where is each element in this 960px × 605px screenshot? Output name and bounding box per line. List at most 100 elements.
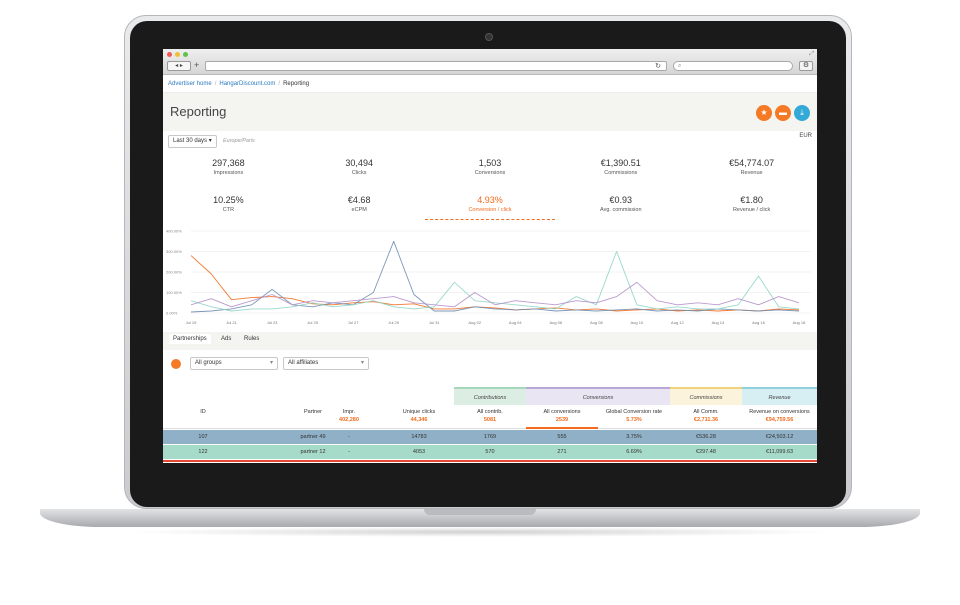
metric-revenue-per-click[interactable]: €1.80 Revenue / click <box>686 195 817 213</box>
metric-impressions[interactable]: 297,368 Impressions <box>163 158 294 176</box>
favorite-button[interactable]: ★ <box>756 105 772 121</box>
cell-all-contrib: 570 <box>485 449 495 455</box>
table-header: ID Partner Impr. 402,280 Unique clicks 44,… <box>163 407 817 429</box>
laptop-base <box>40 509 920 527</box>
gear-icon[interactable]: ⚙ <box>799 61 813 71</box>
metric-ctr[interactable]: 10.25% CTR <box>163 195 294 213</box>
metric-commissions[interactable]: €1,390.51 Commissions <box>555 158 686 176</box>
y-tick-label: 300.00% <box>166 249 182 254</box>
tab-rules[interactable]: Rules <box>244 336 260 342</box>
breadcrumb-separator: / <box>278 81 281 87</box>
cell-conversion-rate: 6.69% <box>626 449 642 455</box>
tab-ads[interactable]: Ads <box>221 336 232 342</box>
x-tick-label: Jul 19 <box>186 320 197 325</box>
x-tick-label: Aug 18 <box>793 320 806 325</box>
tab-bar: Partnerships Ads Rules <box>163 332 817 350</box>
minimize-window-icon[interactable] <box>175 52 180 57</box>
breadcrumb-home-link[interactable]: Advertiser home <box>168 81 212 87</box>
zoom-window-icon[interactable] <box>183 52 188 57</box>
metric-conversions[interactable]: 1,503 Conversions <box>425 158 556 176</box>
cell-conversion-rate: 3.75% <box>626 434 642 440</box>
x-tick-label: Aug 16 <box>752 320 765 325</box>
browser-search-field[interactable]: ⌕ <box>673 61 793 71</box>
metric-value: 30,494 <box>345 158 373 168</box>
group-select-value: All groups <box>195 360 222 366</box>
download-button[interactable]: ⤓ <box>794 105 810 121</box>
metric-label: Commissions <box>604 170 638 176</box>
metric-ecpm[interactable]: €4.68 eCPM <box>294 195 425 213</box>
chart-svg: 400.00% 300.00% 200.00% 100.00% 0.00% Jul 19 J… <box>166 229 811 325</box>
metric-clicks[interactable]: 30,494 Clicks <box>294 158 425 176</box>
cell-unique-clicks: 4053 <box>412 449 426 455</box>
x-tick-label: Aug 02 <box>468 320 481 325</box>
page-title: Reporting <box>170 104 227 119</box>
metric-label: Clicks <box>351 170 367 176</box>
x-tick-label: Aug 04 <box>509 320 522 325</box>
metric-label: Impressions <box>213 170 244 176</box>
table-bottom-rule <box>163 460 817 462</box>
column-header-unique-clicks[interactable]: Unique clicks 44,346 <box>383 409 455 423</box>
metric-conversion-per-click[interactable]: 4.93% Conversion / click <box>425 195 556 213</box>
x-tick-label: Jul 21 <box>226 320 237 325</box>
settings-gear-icon[interactable] <box>171 359 181 369</box>
metric-label: CTR <box>222 207 235 213</box>
address-bar[interactable]: ↻ <box>205 61 667 71</box>
group-header-revenue: Revenue <box>742 387 817 405</box>
column-header-id[interactable]: ID <box>163 409 243 415</box>
metric-value: 10.25% <box>213 195 244 205</box>
affiliate-select-value: All affiliates <box>288 360 319 366</box>
metric-value: €4.68 <box>347 195 371 205</box>
filter-row: Last 30 days ▾ Europe/Paris EUR <box>163 131 817 149</box>
fullscreen-icon[interactable]: ⤢ <box>809 51 814 57</box>
metric-value: 1,503 <box>478 158 502 168</box>
cell-partner[interactable]: partner 49 <box>300 434 326 440</box>
metric-avg-commission[interactable]: €0.93 Avg. commission <box>555 195 686 213</box>
affiliate-select[interactable]: All affiliates ▾ <box>283 357 369 370</box>
close-window-icon[interactable] <box>167 52 172 57</box>
chevron-down-icon: ▾ <box>269 360 273 366</box>
column-header-global-conversion-rate[interactable]: Global Conversion rate 5.73% <box>598 409 670 423</box>
metric-revenue[interactable]: €54,774.07 Revenue <box>686 158 817 176</box>
cell-partner[interactable]: partner 12 <box>300 449 326 455</box>
column-header-revenue-on-conversions[interactable]: Revenue on conversions €94,759.56 <box>742 409 817 423</box>
series-line-4 <box>190 281 800 308</box>
x-tick-label: Aug 10 <box>631 320 644 325</box>
y-tick-label: 0.00% <box>166 311 178 316</box>
camera-icon <box>485 33 493 41</box>
currency-label: EUR <box>799 133 812 139</box>
column-header-partner[interactable]: Partner <box>243 409 383 415</box>
tab-partnerships[interactable]: Partnerships <box>169 334 211 344</box>
cell-revenue: €24,503.12 <box>765 434 794 440</box>
active-metric-indicator <box>425 219 555 220</box>
new-tab-icon[interactable]: + <box>194 60 200 70</box>
date-range-select[interactable]: Last 30 days ▾ <box>168 135 217 148</box>
cell-all-conversions: 271 <box>557 449 567 455</box>
column-header-label: All contrib. <box>477 409 503 415</box>
breadcrumb-site-link[interactable]: HangarDiscount.com <box>219 81 276 87</box>
metric-label: Revenue / click <box>732 207 771 213</box>
x-tick-label: Aug 12 <box>671 320 684 325</box>
table-row[interactable]: 107 partner 49 - 14783 1769 555 3.75% €5… <box>163 430 817 444</box>
column-header-all-conversions[interactable]: All conversions 2539 <box>526 409 598 429</box>
group-header-contributions: Contributions <box>454 387 526 405</box>
metric-label: Avg. commission <box>600 207 642 213</box>
x-tick-label: Jul 27 <box>348 320 359 325</box>
cell-id: 122 <box>198 449 208 455</box>
group-select[interactable]: All groups ▾ <box>190 357 278 370</box>
reload-icon[interactable]: ↻ <box>655 63 661 70</box>
column-header-all-contrib[interactable]: All contrib. 5081 <box>454 409 526 423</box>
cell-all-comm: €536.28 <box>696 434 716 440</box>
column-header-all-comm[interactable]: All Comm. €2,711.36 <box>670 409 742 423</box>
folder-button[interactable]: ▬ <box>775 105 791 121</box>
metric-value: €54,774.07 <box>729 158 775 168</box>
date-range-label: Last 30 days <box>173 138 208 144</box>
column-total: €2,711.36 <box>693 417 719 423</box>
breadcrumb: Advertiser home / HangarDiscount.com / Repor… <box>163 75 817 93</box>
cell-revenue: €11,099.63 <box>765 449 794 455</box>
back-forward-buttons[interactable]: ◂ ▸ <box>167 61 191 71</box>
column-header-impressions[interactable]: Impr. 402,280 <box>313 409 385 423</box>
x-tick-label: Aug 14 <box>712 320 725 325</box>
table-row[interactable]: 122 partner 12 - 4053 570 271 6.69% €297… <box>163 445 817 459</box>
laptop-shadow <box>120 527 840 537</box>
group-header-conversions: Conversions <box>526 387 670 405</box>
